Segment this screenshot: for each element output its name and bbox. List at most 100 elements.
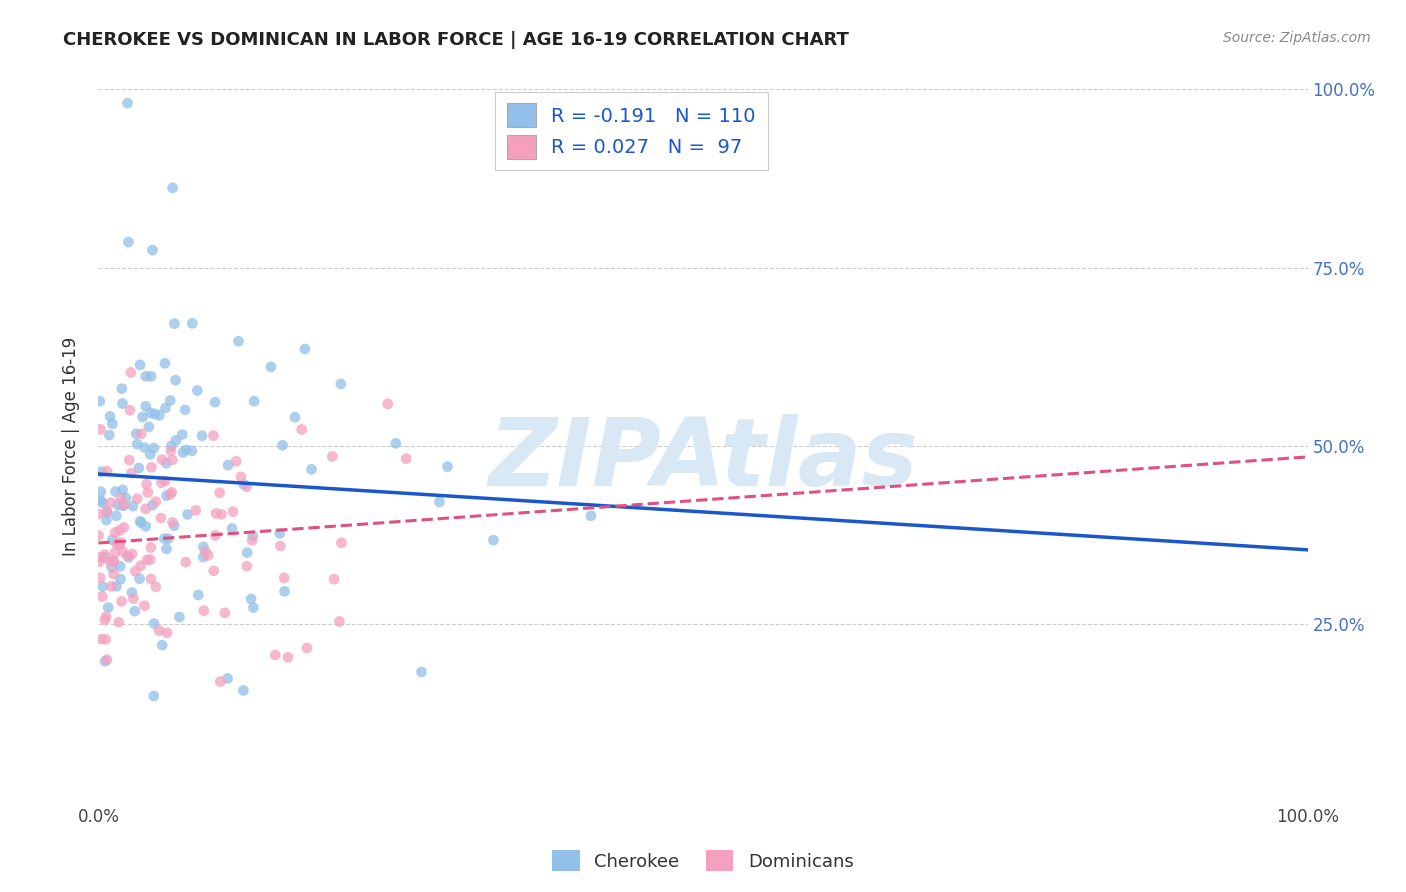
Point — [142, 441, 165, 455]
Point — [129, 558, 152, 573]
Point — [187, 588, 209, 602]
Point — [90, 632, 112, 646]
Point — [136, 553, 159, 567]
Point — [111, 382, 134, 396]
Text: Source: ZipAtlas.com: Source: ZipAtlas.com — [1223, 31, 1371, 45]
Point — [149, 511, 172, 525]
Point — [94, 609, 117, 624]
Point — [112, 499, 135, 513]
Point — [103, 567, 125, 582]
Point — [323, 572, 346, 586]
Point — [117, 235, 139, 249]
Point — [153, 474, 176, 488]
Point — [120, 466, 142, 480]
Point — [233, 477, 256, 491]
Point — [103, 554, 125, 568]
Point — [142, 689, 165, 703]
Point — [156, 625, 179, 640]
Point — [217, 672, 239, 686]
Point — [330, 536, 353, 550]
Point — [129, 358, 152, 372]
Point — [162, 516, 184, 530]
Point — [89, 571, 111, 585]
Point — [150, 638, 173, 652]
Point — [291, 422, 314, 436]
Point — [240, 533, 263, 548]
Point — [141, 243, 163, 257]
Point — [482, 533, 505, 548]
Point — [153, 356, 176, 370]
Point — [229, 470, 252, 484]
Point — [579, 508, 602, 523]
Point — [264, 648, 287, 662]
Point — [94, 632, 117, 647]
Point — [269, 539, 291, 553]
Point — [160, 439, 183, 453]
Point — [98, 555, 121, 569]
Point — [118, 403, 141, 417]
Point — [180, 444, 202, 458]
Point — [91, 580, 114, 594]
Point — [155, 489, 177, 503]
Point — [103, 554, 125, 568]
Point — [89, 555, 111, 569]
Point — [155, 541, 177, 556]
Point — [222, 505, 245, 519]
Point — [110, 559, 132, 574]
Point — [120, 366, 142, 380]
Point — [395, 451, 418, 466]
Point — [184, 503, 207, 517]
Point — [172, 427, 194, 442]
Point — [436, 459, 458, 474]
Point — [141, 460, 163, 475]
Point — [232, 683, 254, 698]
Point — [155, 456, 177, 470]
Point — [384, 436, 406, 450]
Y-axis label: In Labor Force | Age 16-19: In Labor Force | Age 16-19 — [62, 336, 80, 556]
Point — [148, 624, 170, 638]
Point — [145, 494, 167, 508]
Point — [97, 600, 120, 615]
Point — [160, 485, 183, 500]
Point — [411, 665, 433, 679]
Point — [186, 384, 208, 398]
Point — [90, 484, 112, 499]
Point — [128, 572, 150, 586]
Point — [134, 599, 156, 613]
Point — [159, 393, 181, 408]
Point — [277, 650, 299, 665]
Point — [112, 520, 135, 534]
Point — [141, 498, 163, 512]
Legend: Cherokee, Dominicans: Cherokee, Dominicans — [546, 843, 860, 879]
Point — [150, 452, 173, 467]
Point — [169, 610, 191, 624]
Point — [87, 528, 110, 542]
Point — [204, 528, 226, 542]
Point — [108, 538, 131, 552]
Point — [429, 495, 451, 509]
Point — [236, 546, 259, 560]
Point — [148, 409, 170, 423]
Point — [90, 493, 112, 508]
Point — [96, 504, 118, 518]
Point — [141, 369, 163, 384]
Point — [121, 547, 143, 561]
Point — [138, 420, 160, 434]
Point — [94, 613, 117, 627]
Point — [124, 564, 146, 578]
Point — [301, 462, 323, 476]
Point — [104, 546, 127, 560]
Point — [328, 615, 350, 629]
Point — [112, 498, 135, 512]
Point — [135, 477, 157, 491]
Point — [131, 426, 153, 441]
Point — [271, 438, 294, 452]
Point — [269, 526, 291, 541]
Text: CHEROKEE VS DOMINICAN IN LABOR FORCE | AGE 16-19 CORRELATION CHART: CHEROKEE VS DOMINICAN IN LABOR FORCE | A… — [63, 31, 849, 49]
Point — [107, 615, 129, 630]
Point — [127, 491, 149, 506]
Point — [235, 480, 257, 494]
Point — [142, 616, 165, 631]
Point — [108, 524, 131, 538]
Point — [115, 549, 138, 563]
